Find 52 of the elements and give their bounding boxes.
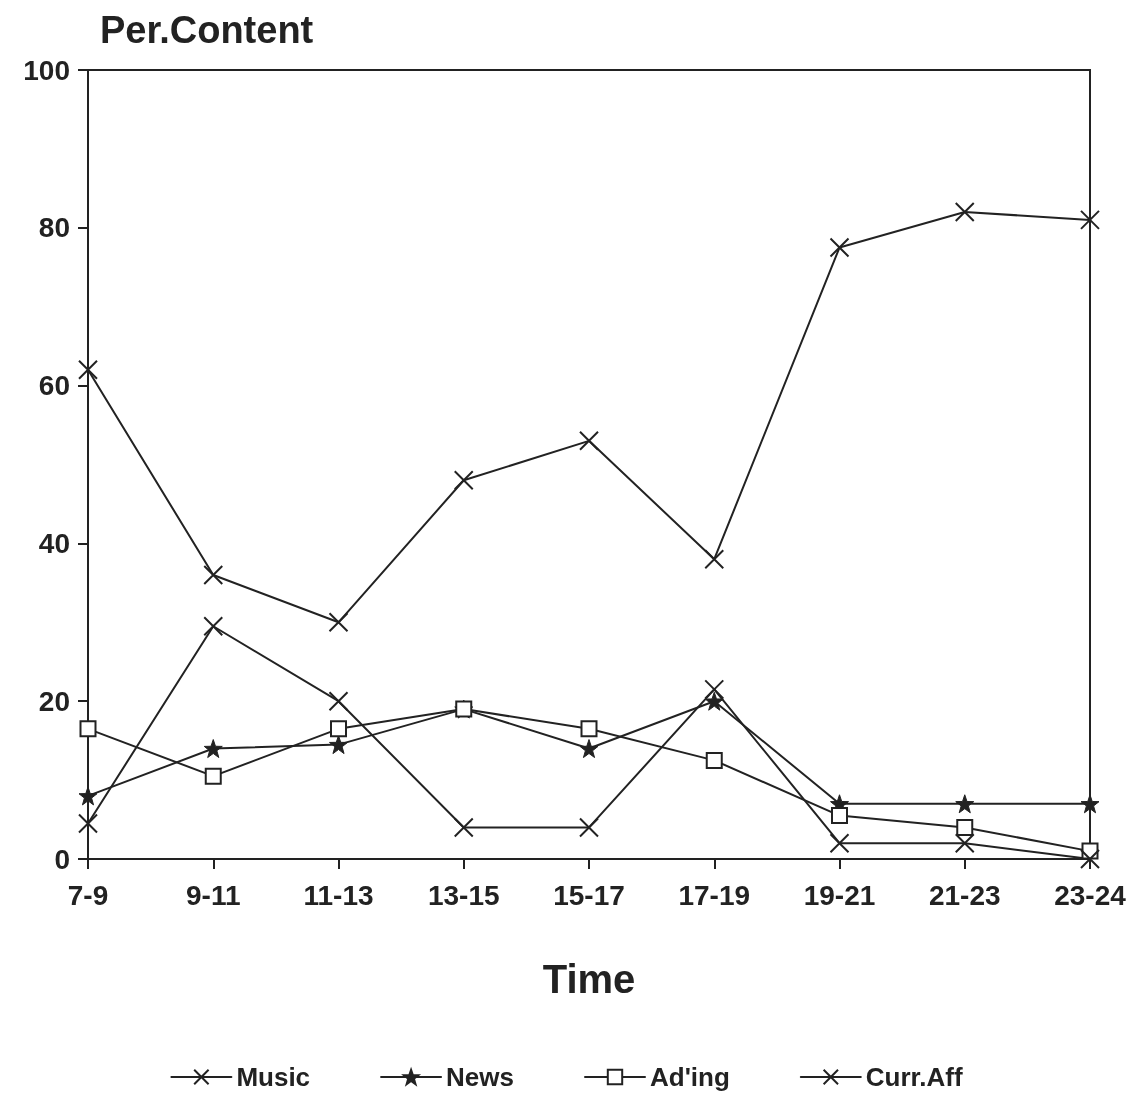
point bbox=[330, 720, 347, 738]
point bbox=[328, 612, 349, 633]
x-tick-label: 13-15 bbox=[427, 879, 500, 911]
point bbox=[704, 549, 725, 570]
point bbox=[704, 691, 724, 711]
point bbox=[829, 833, 850, 854]
point bbox=[955, 794, 975, 814]
point bbox=[579, 739, 599, 759]
point bbox=[579, 430, 599, 451]
x-tick-label: 11-13 bbox=[303, 879, 374, 911]
x-tick-label: 9-11 bbox=[186, 879, 241, 911]
point bbox=[453, 470, 474, 491]
point bbox=[453, 817, 474, 838]
point bbox=[954, 833, 975, 854]
point bbox=[328, 691, 349, 712]
point bbox=[829, 237, 850, 258]
x-tick-label: 7-9 bbox=[67, 879, 109, 911]
point bbox=[580, 720, 598, 738]
y-tick-label: 0 bbox=[54, 843, 70, 875]
point bbox=[1080, 794, 1100, 814]
legend-label: News bbox=[446, 1062, 514, 1092]
x-axis-title: Time bbox=[542, 957, 636, 1001]
point bbox=[329, 735, 348, 755]
point bbox=[705, 751, 723, 769]
chart-title: Per.Content bbox=[100, 9, 314, 51]
point bbox=[954, 202, 975, 223]
point bbox=[203, 564, 224, 585]
point bbox=[203, 739, 223, 759]
point bbox=[204, 767, 222, 785]
legend-label: Ad'ing bbox=[650, 1062, 730, 1092]
point bbox=[956, 818, 974, 836]
point bbox=[78, 359, 98, 380]
point bbox=[78, 786, 98, 806]
x-tick-label: 23-24 bbox=[1054, 879, 1127, 911]
point bbox=[79, 720, 97, 738]
y-tick-label: 40 bbox=[38, 527, 70, 559]
x-tick-label: 21-23 bbox=[928, 879, 1001, 911]
x-tick-label: 17-19 bbox=[678, 879, 751, 911]
point bbox=[704, 679, 725, 700]
point bbox=[1080, 209, 1100, 230]
point bbox=[579, 817, 599, 838]
y-tick-label: 60 bbox=[38, 370, 70, 402]
x-tick-label: 19-21 bbox=[803, 879, 876, 911]
legend-label: Music bbox=[236, 1062, 311, 1092]
legend-label: Curr.Aff bbox=[865, 1062, 963, 1092]
x-tick-label: 15-17 bbox=[553, 879, 625, 911]
point bbox=[831, 807, 848, 825]
y-tick-label: 80 bbox=[38, 212, 70, 244]
y-tick-label: 20 bbox=[38, 685, 70, 717]
point bbox=[78, 813, 98, 834]
point bbox=[203, 616, 224, 637]
y-tick-label: 100 bbox=[23, 54, 70, 86]
